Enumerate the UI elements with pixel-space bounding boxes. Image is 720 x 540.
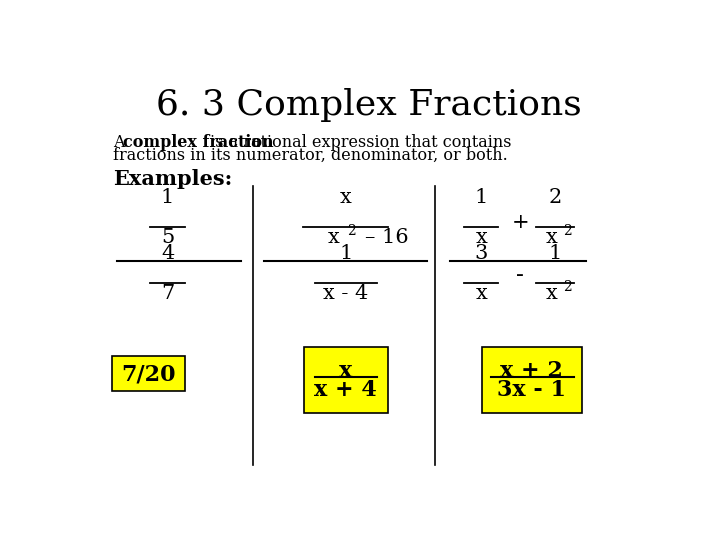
Text: 3: 3 bbox=[474, 245, 488, 264]
Text: x + 4: x + 4 bbox=[315, 379, 377, 401]
Text: 7: 7 bbox=[161, 284, 174, 303]
Text: x: x bbox=[475, 284, 487, 303]
Text: -: - bbox=[516, 264, 524, 287]
Text: Examples:: Examples: bbox=[113, 168, 233, 189]
Text: x - 4: x - 4 bbox=[323, 284, 369, 303]
Text: 2: 2 bbox=[347, 224, 356, 238]
Text: A: A bbox=[113, 134, 130, 151]
Text: x: x bbox=[475, 228, 487, 247]
Text: +: + bbox=[511, 213, 529, 232]
Text: x: x bbox=[545, 228, 557, 247]
Text: x: x bbox=[545, 284, 557, 303]
Text: x + 2: x + 2 bbox=[500, 360, 563, 382]
Text: – 16: – 16 bbox=[365, 228, 409, 247]
FancyBboxPatch shape bbox=[304, 347, 388, 413]
Text: 5: 5 bbox=[161, 228, 174, 247]
Text: 1: 1 bbox=[161, 188, 174, 207]
Text: fractions in its numerator, denominator, or both.: fractions in its numerator, denominator,… bbox=[113, 147, 508, 164]
Text: 1: 1 bbox=[549, 245, 562, 264]
Text: 3x - 1: 3x - 1 bbox=[498, 379, 566, 401]
FancyBboxPatch shape bbox=[112, 356, 184, 392]
Text: 2: 2 bbox=[563, 280, 572, 294]
FancyBboxPatch shape bbox=[482, 347, 582, 413]
Text: 7/20: 7/20 bbox=[121, 363, 176, 386]
Text: x: x bbox=[328, 228, 340, 247]
Text: 2: 2 bbox=[563, 224, 572, 238]
Text: 6. 3 Complex Fractions: 6. 3 Complex Fractions bbox=[156, 88, 582, 122]
Text: 2: 2 bbox=[549, 188, 562, 207]
Text: is a rational expression that contains: is a rational expression that contains bbox=[204, 134, 511, 151]
Text: 4: 4 bbox=[161, 245, 174, 264]
Text: complex fraction: complex fraction bbox=[123, 134, 274, 151]
Text: x: x bbox=[340, 188, 351, 207]
Text: 1: 1 bbox=[339, 245, 352, 264]
Text: 1: 1 bbox=[474, 188, 488, 207]
Text: x: x bbox=[339, 360, 352, 382]
